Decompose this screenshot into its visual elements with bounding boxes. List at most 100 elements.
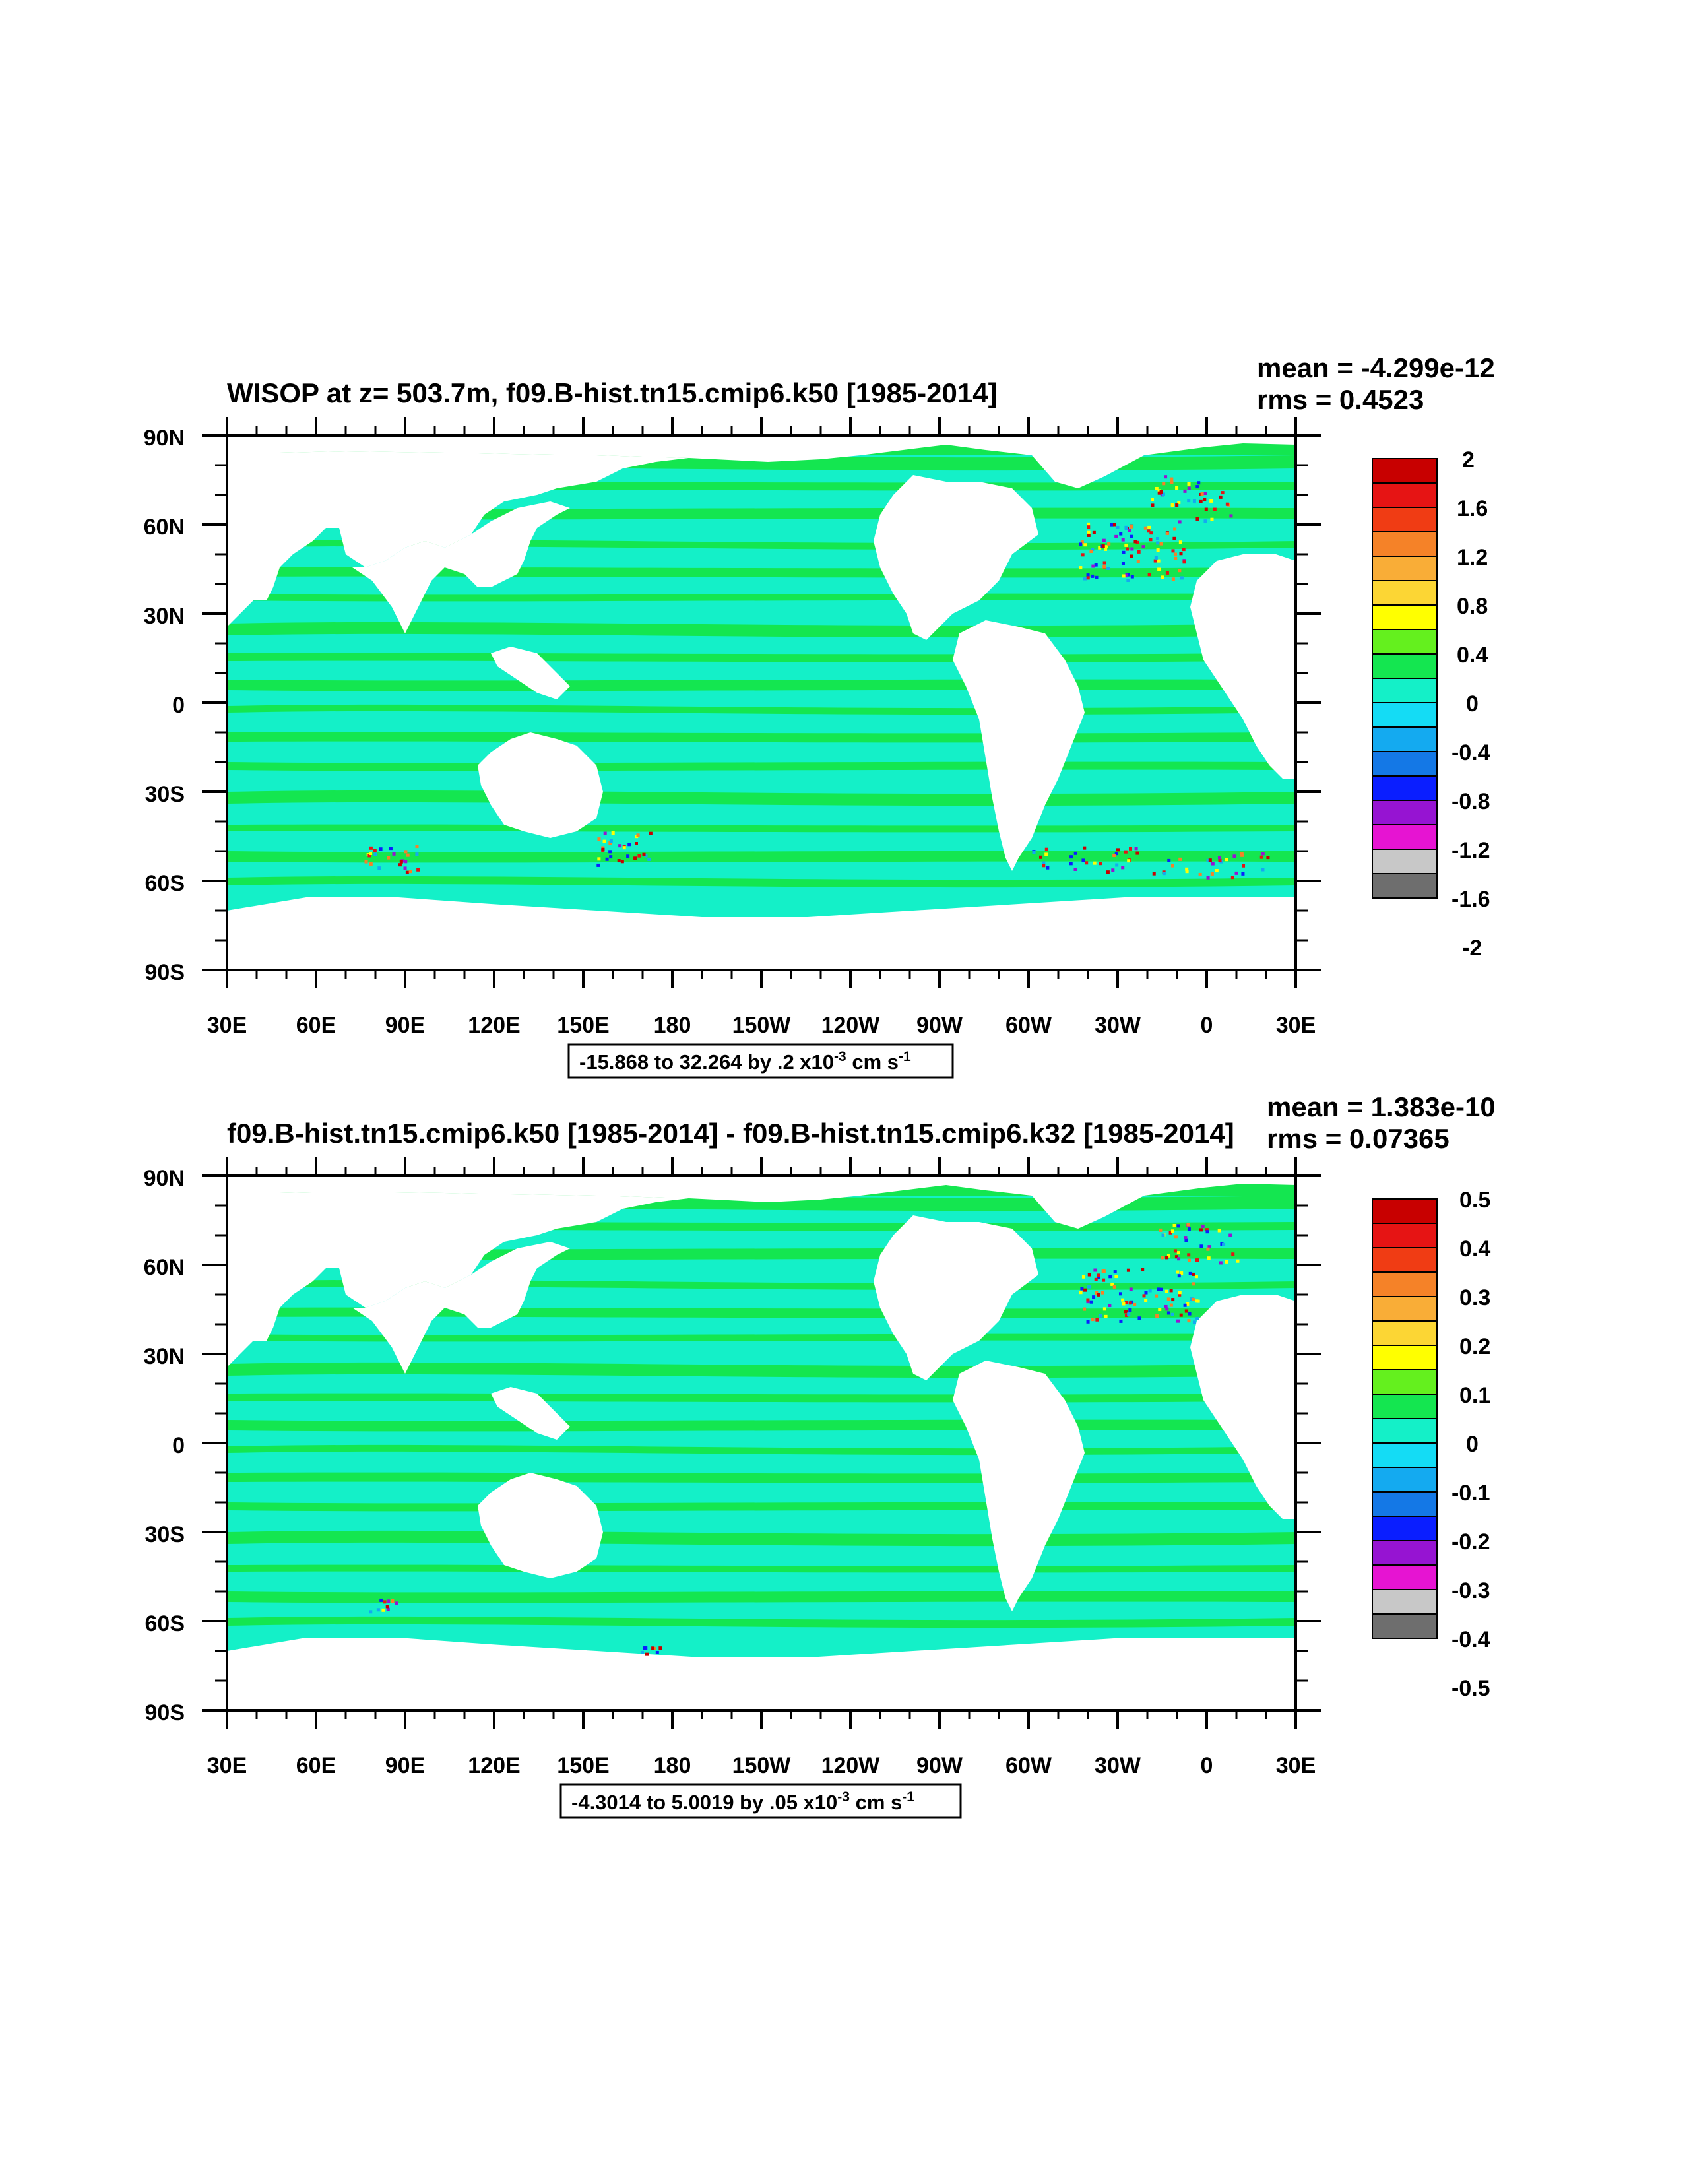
speckle <box>655 1650 659 1654</box>
speckle <box>1166 1297 1170 1301</box>
speckle <box>376 1608 380 1612</box>
colorbar-box <box>1372 1394 1438 1419</box>
speckle <box>1113 1270 1117 1274</box>
speckle <box>608 850 612 854</box>
speckle <box>1186 1302 1190 1306</box>
speckle <box>1259 855 1263 859</box>
speckle <box>1087 525 1091 529</box>
speckle <box>1122 550 1126 554</box>
speckle <box>1135 851 1139 855</box>
land-polygon <box>227 435 689 627</box>
speckle <box>1136 560 1140 563</box>
speckle <box>597 837 601 841</box>
speckle <box>1170 503 1174 507</box>
colorbar-box <box>1372 1369 1438 1395</box>
speckle <box>1171 1298 1175 1302</box>
speckle <box>1126 579 1130 583</box>
speckle <box>1172 536 1176 540</box>
speckle <box>1171 577 1175 581</box>
speckle <box>1159 542 1163 546</box>
speckle <box>1092 1295 1096 1299</box>
speckle <box>1087 533 1091 537</box>
speckle <box>404 850 408 854</box>
speckle <box>1176 1319 1180 1323</box>
speckle <box>1106 870 1110 874</box>
speckle <box>379 1598 383 1602</box>
colorbar-box <box>1372 482 1438 508</box>
speckle <box>1129 847 1133 851</box>
land-polygon <box>1190 1295 1296 1519</box>
speckle <box>1102 538 1106 542</box>
speckle <box>1104 1314 1108 1318</box>
speckle <box>1157 491 1161 495</box>
speckle <box>1174 556 1178 560</box>
speckle <box>1188 1271 1192 1275</box>
lon-axis-labels: 30E 60E 90E 120E 150E 180 150W 120W 90W … <box>207 1013 1316 1038</box>
colorbar: 0.5 0.4 0.3 0.2 0.1 0 -0.1 -0.2 -0.3 -0.… <box>1372 1188 1490 1701</box>
speckle <box>1151 498 1155 501</box>
lat-label: 60S <box>145 1611 185 1636</box>
speckle <box>1172 1223 1176 1227</box>
speckle <box>1234 871 1238 875</box>
speckle <box>1185 867 1189 871</box>
land-polygon <box>874 1215 1038 1380</box>
lat-label: 0 <box>172 1433 185 1458</box>
speckle <box>1206 1247 1210 1251</box>
colorbar-box <box>1372 1247 1438 1273</box>
speckle <box>1110 523 1114 527</box>
speckle <box>1209 499 1213 503</box>
speckle <box>1240 851 1244 855</box>
speckle <box>642 852 646 856</box>
speckle <box>1187 1227 1191 1231</box>
speckle <box>1164 1289 1168 1293</box>
lat-label: 60S <box>145 871 185 896</box>
speckle <box>641 1650 645 1654</box>
colorbar-box <box>1372 629 1438 655</box>
speckle <box>1165 571 1169 575</box>
speckle <box>1187 482 1191 486</box>
speckle <box>605 857 609 861</box>
ocean-band <box>227 1419 1296 1432</box>
colorbar-box <box>1372 1320 1438 1346</box>
colorbar-label: 0 <box>1466 691 1479 717</box>
speckle <box>1114 1275 1118 1279</box>
speckle <box>1178 1291 1182 1295</box>
speckle <box>1168 1231 1172 1235</box>
colorbar-box <box>1372 1223 1438 1248</box>
speckle <box>403 866 407 870</box>
speckle <box>1133 540 1137 544</box>
speckle <box>620 860 624 864</box>
land-polygon <box>874 475 1038 640</box>
colorbar-box <box>1372 653 1438 679</box>
speckle <box>1142 1294 1146 1298</box>
speckle <box>1144 1291 1148 1295</box>
speckle <box>415 845 419 849</box>
speckle <box>1107 542 1111 546</box>
speckle <box>1195 1258 1199 1262</box>
lat-label: 30N <box>144 1344 185 1369</box>
speckle <box>626 854 630 858</box>
speckle <box>404 860 408 864</box>
speckle <box>609 839 613 843</box>
lon-label: 60E <box>296 1753 336 1778</box>
speckle <box>1191 1297 1195 1301</box>
land-polygon <box>227 435 946 462</box>
speckle <box>395 1601 398 1605</box>
lon-label: 150E <box>557 1753 609 1778</box>
speckle <box>597 857 601 861</box>
colorbar-label: 0.5 <box>1459 1188 1490 1213</box>
speckle <box>1122 1302 1126 1306</box>
speckle <box>603 831 607 835</box>
speckle <box>1137 550 1141 554</box>
speckle <box>1127 859 1131 863</box>
speckle <box>1095 575 1099 579</box>
colorbar-box <box>1372 726 1438 752</box>
speckle <box>1179 552 1183 556</box>
speckle <box>1179 1313 1183 1317</box>
speckle <box>1102 1278 1106 1282</box>
speckle <box>1222 1242 1226 1246</box>
speckle <box>1124 1310 1128 1314</box>
speckle <box>1175 486 1179 490</box>
lat-axis-labels: 90N 60N 30N 0 30S 60S 90S <box>144 1166 185 1725</box>
speckle <box>1199 1244 1203 1248</box>
